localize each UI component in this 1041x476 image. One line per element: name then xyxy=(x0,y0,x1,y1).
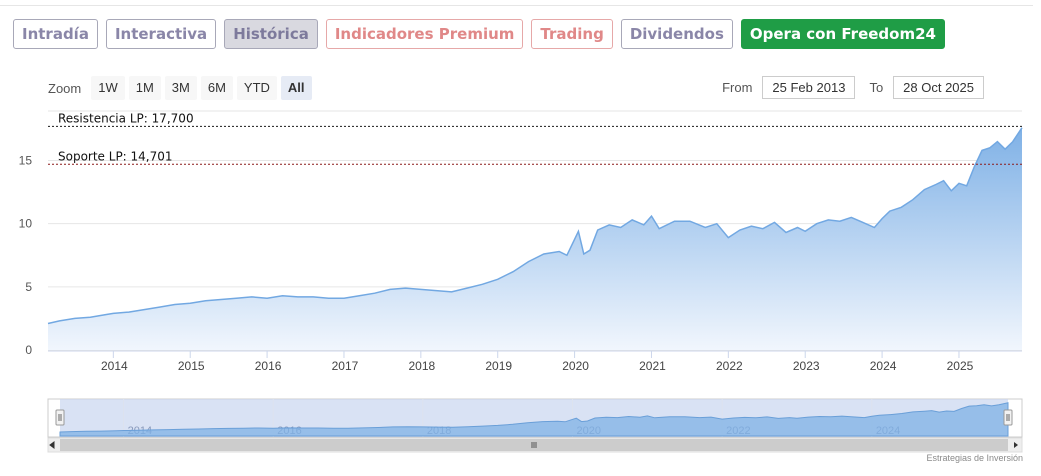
credits: Estrategias de Inversión xyxy=(926,453,1023,463)
from-date-input[interactable]: 25 Feb 2013 xyxy=(762,76,856,99)
zoom-1m-button[interactable]: 1M xyxy=(128,76,161,100)
scroll-right-arrow[interactable] xyxy=(1014,442,1018,448)
y-tick-label: 5 xyxy=(25,280,32,294)
zoom-selector: Zoom 1W 1M 3M 6M YTD All xyxy=(48,76,312,100)
x-tick-label: 2020 xyxy=(562,359,589,373)
x-tick-label: 2018 xyxy=(408,359,435,373)
navigator-series xyxy=(59,402,1009,437)
navigator-right-handle[interactable] xyxy=(1003,409,1013,426)
navigator-left-handle[interactable] xyxy=(55,409,65,426)
from-label: From xyxy=(722,80,753,95)
x-tick-label: 2015 xyxy=(178,359,205,373)
zoom-3m-button[interactable]: 3M xyxy=(164,76,197,100)
tab-dividendos[interactable]: Dividendos xyxy=(620,19,733,49)
to-date-input[interactable]: 28 Oct 2025 xyxy=(893,76,984,99)
tab-interactiva[interactable]: Interactiva xyxy=(105,19,217,49)
chart-tabs: Intradía Interactiva Histórica Indicador… xyxy=(13,19,945,49)
x-tick-label: 2021 xyxy=(639,359,666,373)
x-tick-label: 2025 xyxy=(947,359,974,373)
opera-freedom24-button[interactable]: Opera con Freedom24 xyxy=(740,19,945,49)
zoom-6m-button[interactable]: 6M xyxy=(200,76,233,100)
y-tick-label: 0 xyxy=(25,343,32,357)
x-tick-label: 2019 xyxy=(485,359,512,373)
price-chart[interactable]: 0 5 10 15 Resistencia LP: 17,700 Soporte LP: … xyxy=(0,100,1041,460)
resistance-label: Resistencia LP: 17,700 xyxy=(58,111,194,125)
x-tick-label: 2017 xyxy=(332,359,359,373)
zoom-ytd-button[interactable]: YTD xyxy=(236,76,277,100)
to-label: To xyxy=(869,80,884,95)
tab-indicadores-premium[interactable]: Indicadores Premium xyxy=(325,19,524,49)
price-area xyxy=(48,127,1022,350)
x-tick-label: 2024 xyxy=(870,359,897,373)
x-tick-label: 2016 xyxy=(255,359,282,373)
x-tick-label: 2014 xyxy=(101,359,128,373)
y-tick-label: 15 xyxy=(19,154,33,168)
tab-historica[interactable]: Histórica xyxy=(224,19,318,49)
tab-intradia[interactable]: Intradía xyxy=(13,19,98,49)
scroll-left-arrow[interactable] xyxy=(49,441,55,449)
zoom-label: Zoom xyxy=(48,80,82,96)
y-tick-label: 10 xyxy=(19,217,33,231)
zoom-1w-button[interactable]: 1W xyxy=(91,76,125,100)
date-range: From 25 Feb 2013 To 28 Oct 2025 xyxy=(722,76,984,99)
x-tick-label: 2023 xyxy=(793,359,820,373)
top-divider xyxy=(0,5,1033,6)
x-tick-label: 2022 xyxy=(716,359,743,373)
support-label: Soporte LP: 14,701 xyxy=(58,149,173,163)
price-line xyxy=(47,127,1023,325)
zoom-all-button[interactable]: All xyxy=(280,76,312,100)
tab-trading[interactable]: Trading xyxy=(531,19,613,49)
